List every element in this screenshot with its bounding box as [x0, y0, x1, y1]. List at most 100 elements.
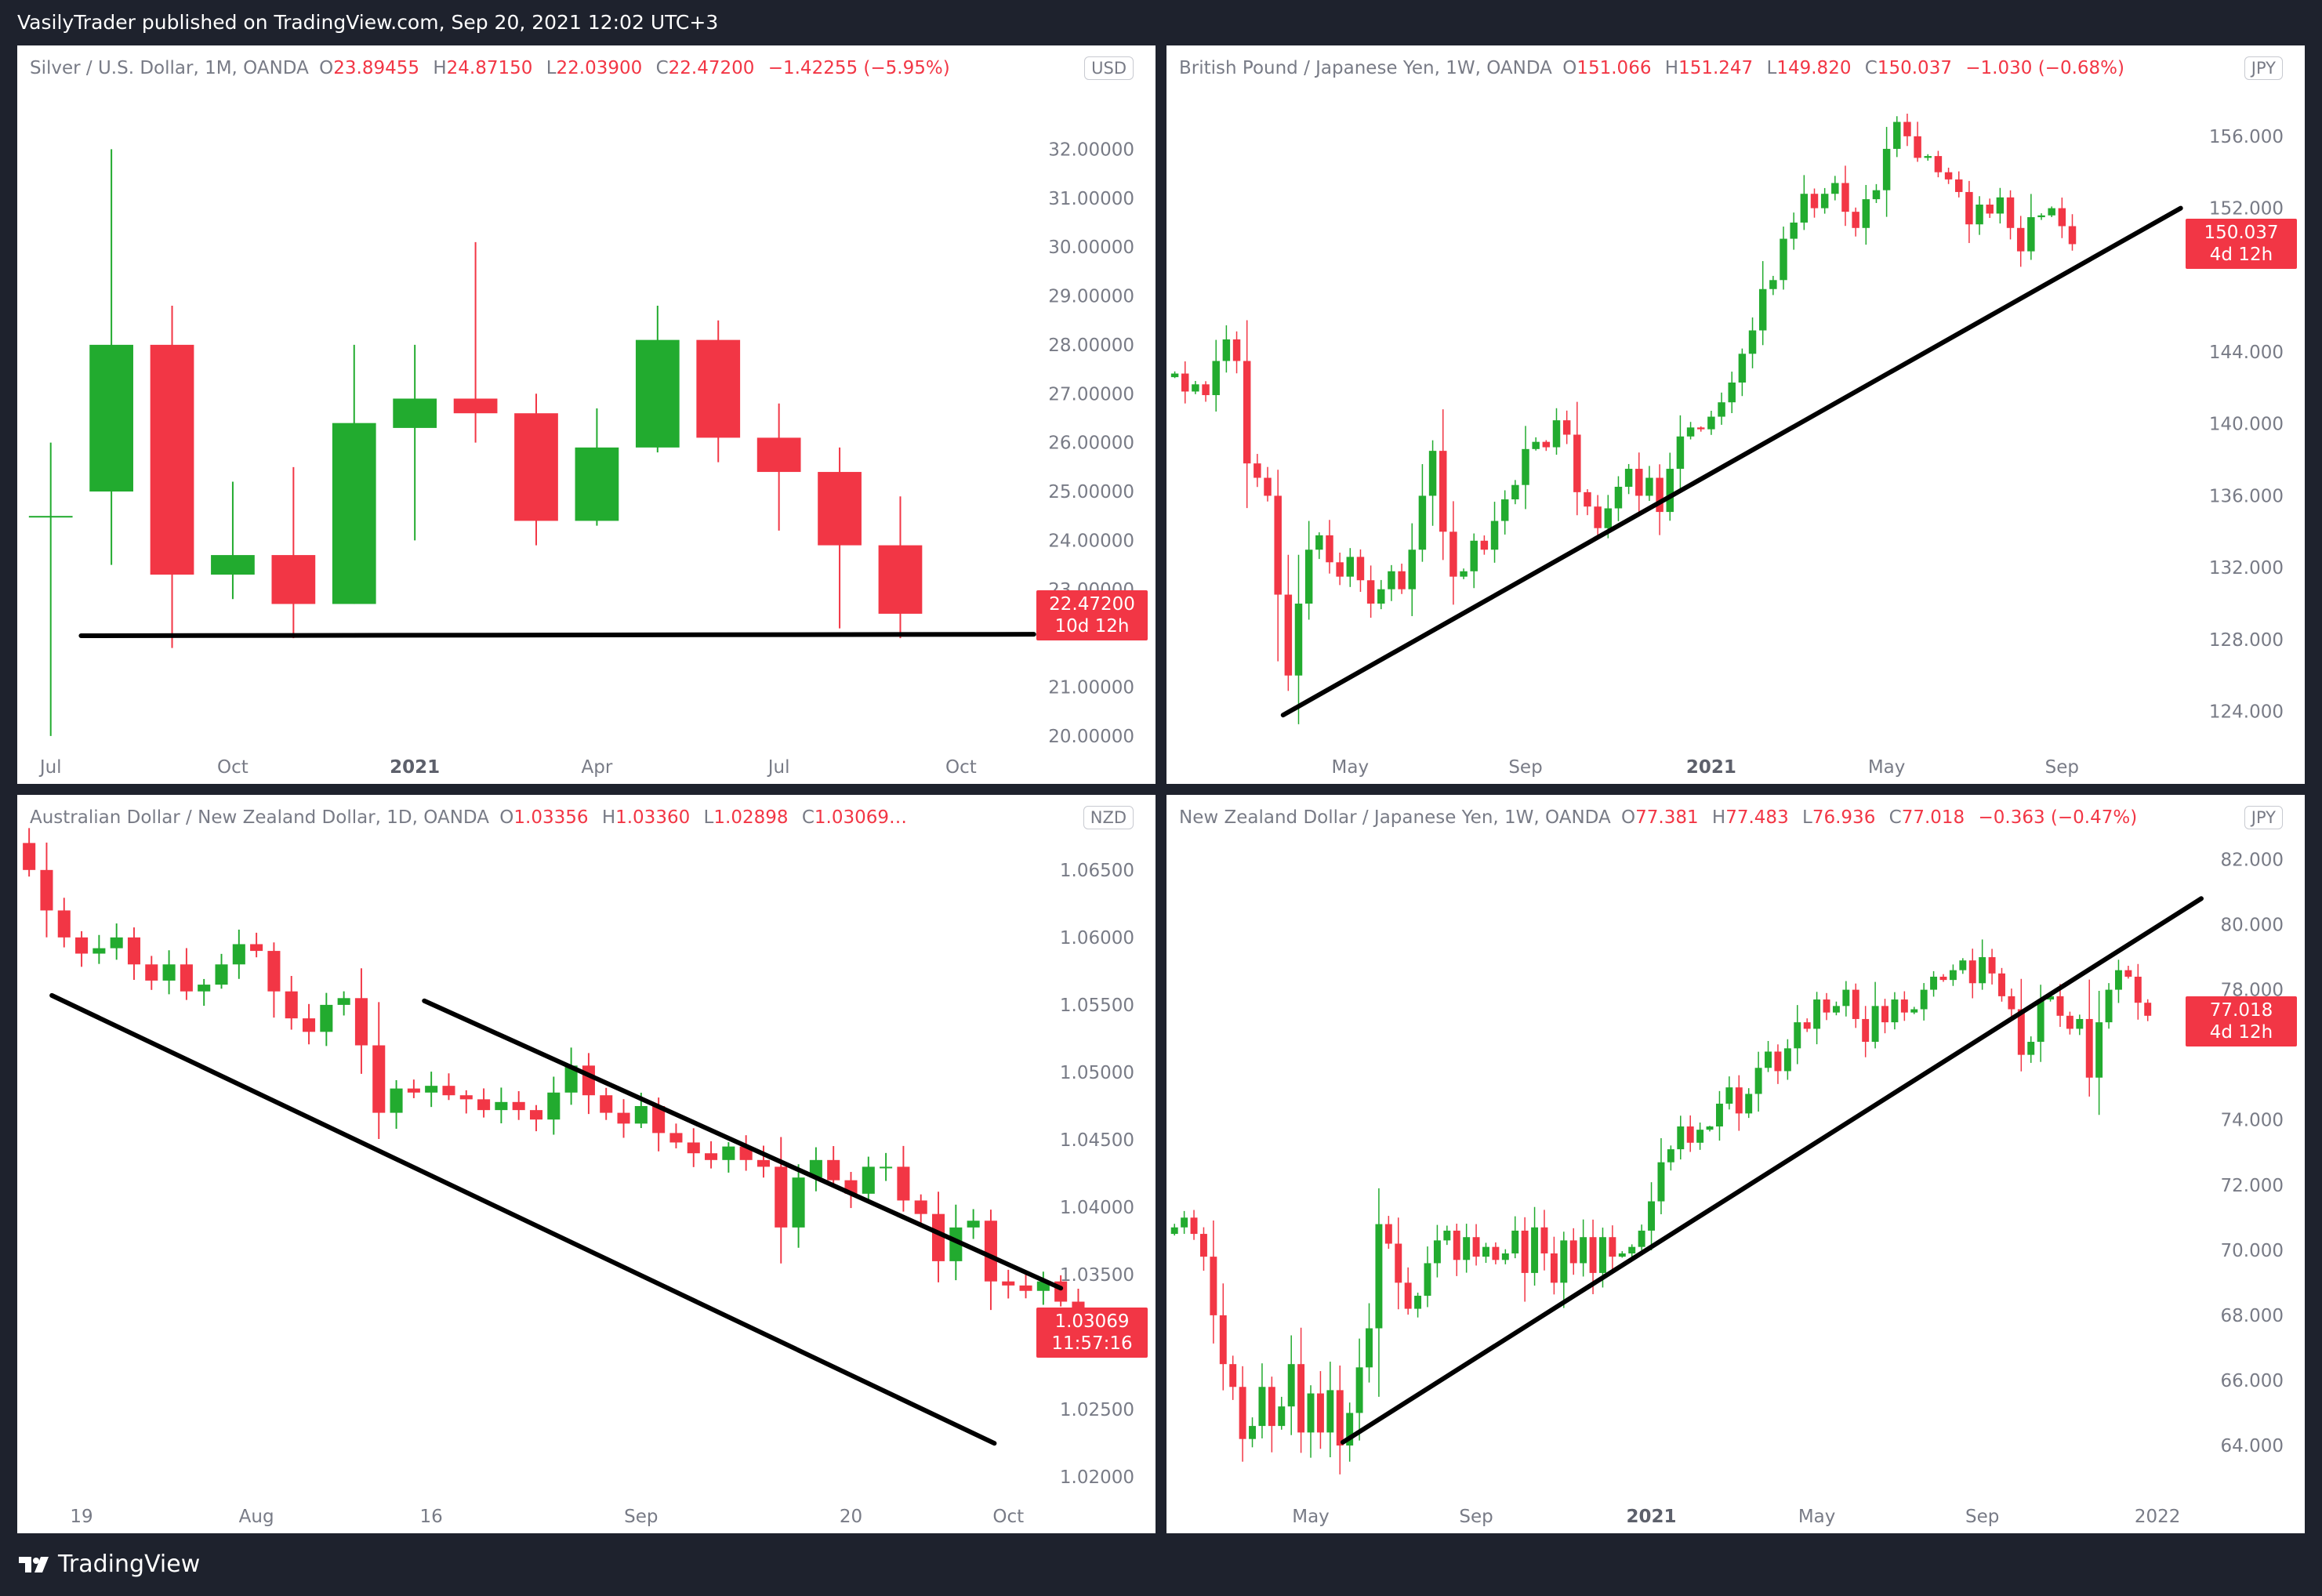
- close-label: C: [1888, 807, 1902, 828]
- y-axis-tick-label: 26.00000: [1048, 433, 1134, 454]
- nzd-jpy-chart-panel[interactable]: 64.000 66.000 68.000 70.000 72.000 74.000 78.0…: [1166, 795, 2305, 1533]
- candle-body: [914, 1200, 927, 1214]
- y-axis-tick-label: 68.000: [2221, 1306, 2284, 1326]
- candle-body: [1706, 1126, 1714, 1130]
- y-axis-tick-label: 72.000: [2221, 1176, 2284, 1196]
- y-axis-tick-label: 1.04500: [1060, 1130, 1134, 1151]
- candle-body: [1326, 535, 1333, 563]
- y-axis-tick-label: 136.000: [2209, 486, 2284, 506]
- trendline: [1340, 896, 2204, 1445]
- candle-body: [1560, 1240, 1568, 1283]
- candle-body: [1594, 506, 1602, 528]
- symbol-title: British Pound / Japanese Yen, 1W, OANDA: [1179, 58, 1552, 78]
- candle-body: [1170, 373, 1179, 378]
- currency-badge[interactable]: JPY: [2244, 806, 2283, 829]
- currency-badge[interactable]: JPY: [2244, 56, 2283, 80]
- close-label: C: [655, 58, 669, 78]
- x-axis-tick-label: 2021: [1627, 1507, 1677, 1527]
- candle-body: [1803, 1022, 1811, 1029]
- candle-body: [1239, 1387, 1246, 1439]
- symbol-title: Australian Dollar / New Zealand Dollar, …: [30, 807, 489, 828]
- open-label: O: [319, 58, 334, 78]
- candle-body: [211, 555, 255, 575]
- candle-body: [1229, 1364, 1237, 1387]
- candle-body: [425, 1086, 438, 1093]
- candle-body: [1696, 1130, 1704, 1143]
- candle-body: [1996, 197, 2005, 214]
- candle-body: [1939, 976, 1947, 981]
- gbp-jpy-chart-panel[interactable]: 124.000 128.000 132.000 136.000 140.000 144.0…: [1166, 45, 2305, 784]
- high-label: H: [433, 58, 447, 78]
- chart-canvas[interactable]: 1.02000 1.02500 1.03500 1.04000 1.04500 1.050…: [17, 795, 1156, 1533]
- candle-body: [1490, 521, 1499, 550]
- silver-usd-chart-panel[interactable]: 20.0000021.0000023.0000024.0000025.00000…: [17, 45, 1156, 784]
- candle-body: [575, 447, 619, 521]
- currency-badge[interactable]: NZD: [1083, 806, 1134, 829]
- candle-body: [1268, 1387, 1275, 1427]
- candle-body: [949, 1227, 963, 1261]
- candle-body: [1748, 330, 1757, 354]
- candle-body: [1783, 1048, 1791, 1072]
- aud-nzd-chart-panel[interactable]: 1.02000 1.02500 1.03500 1.04000 1.04500 1.050…: [17, 795, 1156, 1533]
- y-axis-tick-label: 80.000: [2221, 916, 2284, 936]
- x-axis-tick-label: Sep: [624, 1507, 658, 1527]
- candle-body: [145, 964, 158, 981]
- candle-body: [1618, 1253, 1626, 1257]
- chart-canvas[interactable]: 124.000 128.000 132.000 136.000 140.000 144.0…: [1166, 45, 2305, 784]
- candle-body: [1614, 486, 1623, 509]
- low-value: 76.936: [1812, 807, 1876, 828]
- candle-body: [1258, 1387, 1266, 1427]
- trendline: [1280, 205, 2183, 718]
- candle-body: [1315, 535, 1323, 550]
- candle-body: [1832, 1006, 1840, 1013]
- trendline: [422, 998, 1064, 1291]
- change-value: −1.42255 (−5.95%): [767, 58, 950, 78]
- candle-body: [1910, 1009, 1918, 1013]
- candle-body: [1842, 989, 1850, 1007]
- y-axis-tick-label: 140.000: [2209, 415, 2284, 435]
- x-axis-tick-label: Apr: [582, 757, 613, 778]
- candle-body: [1232, 339, 1241, 361]
- candle-body: [1790, 222, 1798, 239]
- y-axis-tick-label: 1.03500: [1060, 1265, 1134, 1286]
- candle-body: [1326, 1390, 1334, 1433]
- candle-body: [1765, 1051, 1772, 1068]
- candle-body: [1375, 1224, 1383, 1329]
- x-axis-tick-label: Aug: [239, 1507, 274, 1527]
- candle-body: [1968, 960, 1976, 984]
- candle-body: [2066, 1015, 2073, 1029]
- candle-body: [1002, 1281, 1015, 1286]
- y-axis-tick-label: 30.00000: [1048, 238, 1134, 258]
- candle-body: [1346, 1413, 1354, 1446]
- candle-body: [2037, 999, 2044, 1043]
- candle-body: [1657, 1162, 1665, 1202]
- candle-body: [775, 1166, 788, 1228]
- change-value: −1.030 (−0.68%): [1965, 58, 2124, 78]
- x-axis-tick-label: Oct: [217, 757, 249, 778]
- y-axis-tick-label: 1.05500: [1060, 996, 1134, 1016]
- candle-body: [1677, 1126, 1685, 1150]
- high-value: 24.87150: [446, 58, 533, 78]
- low-label: L: [703, 807, 714, 828]
- chart-canvas[interactable]: 20.0000021.0000023.0000024.0000025.00000…: [17, 45, 1156, 784]
- candle-body: [1813, 999, 1821, 1029]
- x-axis-tick-label: May: [1332, 757, 1370, 778]
- candle-body: [1676, 436, 1685, 470]
- candle-body: [2068, 226, 2077, 245]
- brand-name: TradingView: [58, 1551, 201, 1578]
- chart-canvas[interactable]: 64.00066.00068.00070.00072.00074.00078.0…: [1166, 795, 2305, 1533]
- candle-body: [1976, 204, 1983, 225]
- candle-body: [1573, 434, 1581, 492]
- candle-body: [705, 1153, 718, 1160]
- low-value: 22.03900: [556, 58, 643, 78]
- footer-brand[interactable]: TradingView: [17, 1551, 200, 1578]
- currency-badge[interactable]: USD: [1084, 56, 1134, 80]
- x-axis-tick-label: Sep: [2045, 757, 2079, 778]
- candle-body: [1686, 427, 1695, 437]
- y-axis-tick-label: 24.00000: [1048, 531, 1134, 551]
- candle-body: [198, 985, 211, 992]
- candle-body: [1222, 339, 1231, 361]
- candle-body: [390, 1088, 403, 1113]
- candle-body: [818, 472, 862, 546]
- candle-body: [1388, 571, 1395, 589]
